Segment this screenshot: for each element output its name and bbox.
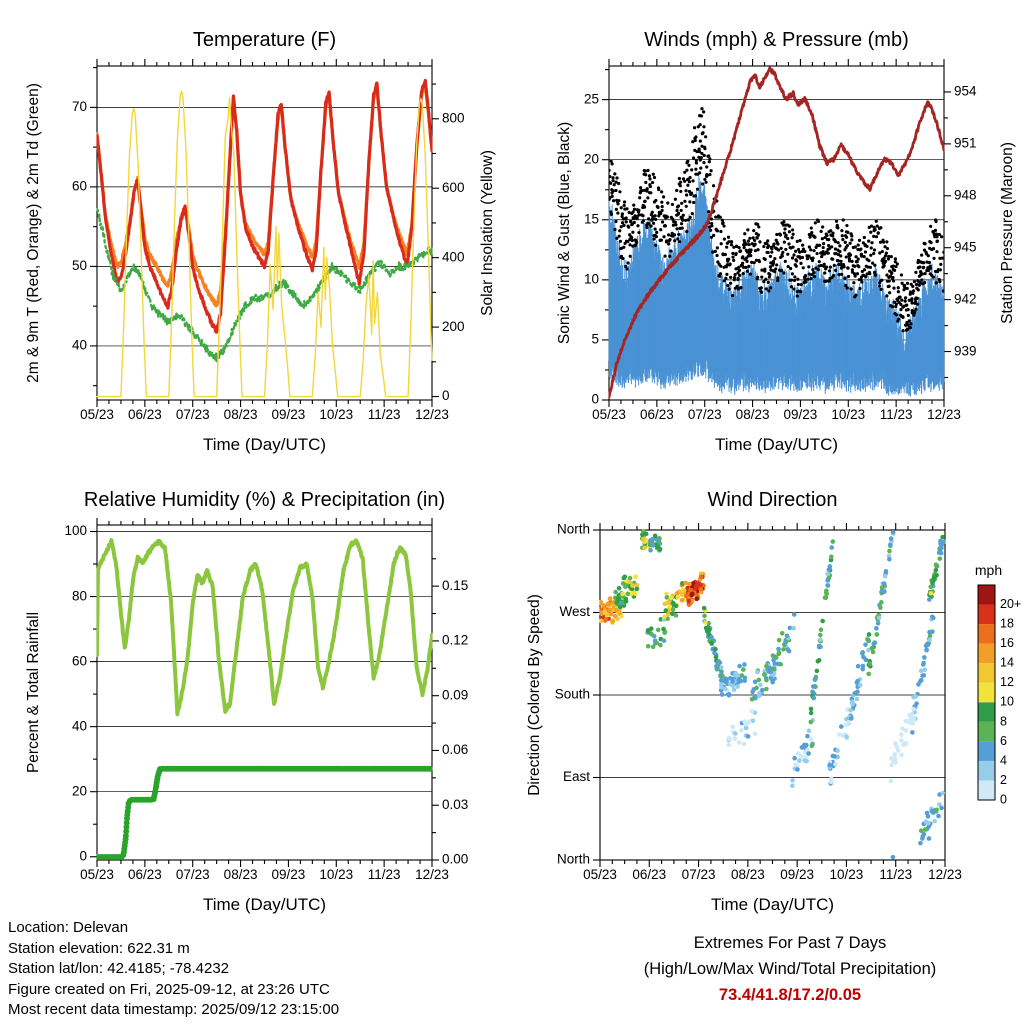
extremes-title: Extremes For Past 7 Days xyxy=(693,934,887,952)
winds-pressure-chart xyxy=(512,0,1024,470)
extremes-summary: Extremes For Past 7 Days (High/Low/Max W… xyxy=(555,930,1024,1008)
station-elevation: Station elevation: 622.31 m xyxy=(8,939,190,957)
data-timestamp: Most recent data timestamp: 2025/09/12 2… xyxy=(8,1001,340,1018)
station-latlon: Station lat/lon: 42.4185; -78.4232 xyxy=(8,960,230,977)
temperature-chart xyxy=(0,0,512,470)
station-location: Location: Delevan xyxy=(8,919,129,936)
station-metadata: Location: Delevan Station elevation: 622… xyxy=(8,918,339,1021)
humidity-precipitation-chart xyxy=(0,470,512,925)
wind-direction-chart xyxy=(512,470,1024,925)
extremes-subtitle: (High/Low/Max Wind/Total Precipitation) xyxy=(643,960,937,978)
figure-created-date: Figure created on Fri, 2025-09-12, at 23… xyxy=(8,980,330,998)
extremes-values: 73.4/41.8/17.2/0.05 xyxy=(718,986,862,1004)
